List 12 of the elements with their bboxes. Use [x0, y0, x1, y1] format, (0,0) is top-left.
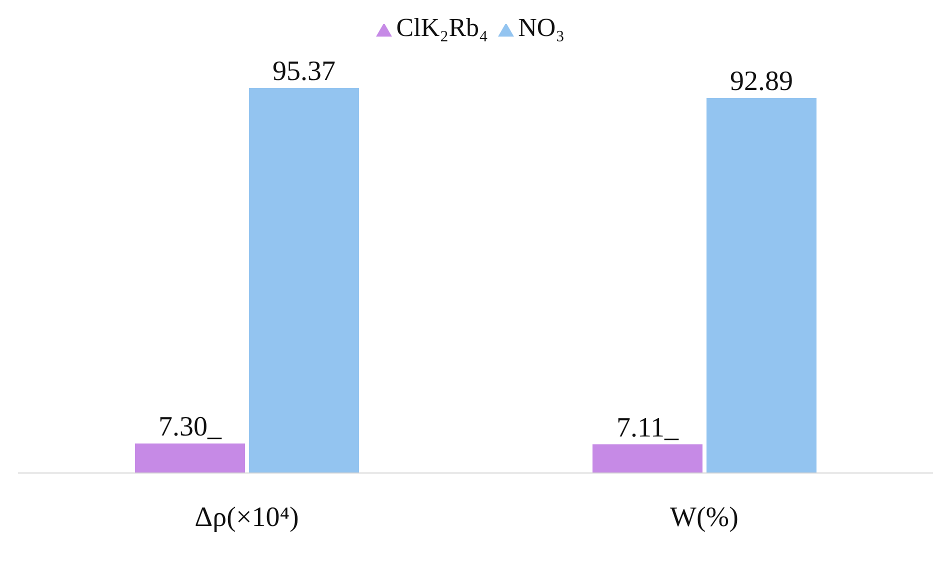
bar	[135, 444, 245, 473]
data-label: 7.30_	[158, 412, 222, 443]
legend-label: NO₃	[518, 13, 565, 42]
bar	[706, 98, 816, 473]
bar	[249, 88, 359, 473]
bar	[592, 444, 702, 473]
x-tick-label: Δρ(×10⁴)	[194, 502, 299, 533]
x-tick-label: W(%)	[670, 502, 738, 533]
data-label: 7.11_	[616, 412, 680, 444]
legend-label: ClK₂Rb₄	[396, 13, 488, 42]
data-label: 95.37	[272, 56, 336, 87]
data-label: 92.89	[730, 66, 793, 98]
